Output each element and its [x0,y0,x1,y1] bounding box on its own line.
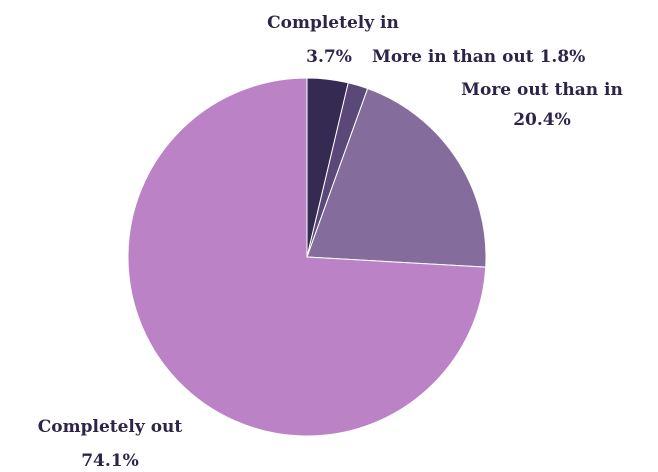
label-completely-out: Completely out [38,417,183,437]
value-more-out-than-in: 20.4% [513,110,571,130]
value-completely-in: 3.7% [306,47,352,67]
value-completely-out: 74.1% [81,451,139,471]
value-more-in-than-out: 1.8% [540,47,586,67]
label-more-in-than-out: More in than out 1.8% [372,47,585,67]
pie-slices [127,77,487,437]
label-more-out-than-in: More out than in [461,80,623,100]
label-more-in-than-out-name: More in than out [372,47,534,67]
pie-slice-more-out-than-in [306,87,487,268]
label-completely-in: Completely in [267,13,399,33]
pie-slice-completely-out [127,77,487,437]
